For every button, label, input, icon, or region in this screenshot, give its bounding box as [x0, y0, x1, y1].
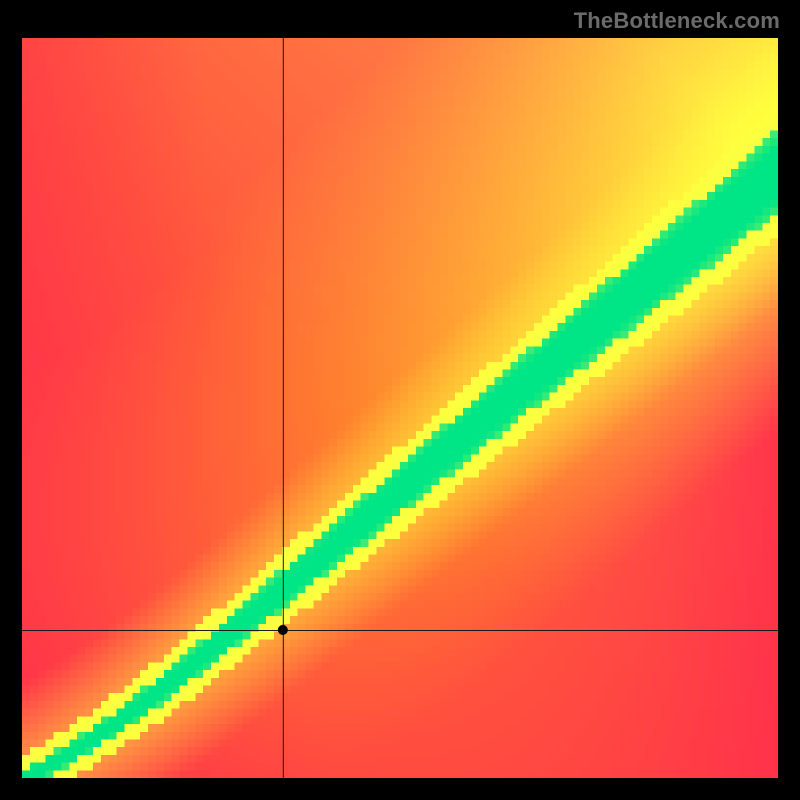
chart-container: TheBottleneck.com: [0, 0, 800, 800]
overlay-canvas: [0, 0, 800, 800]
watermark-text: TheBottleneck.com: [574, 8, 780, 34]
